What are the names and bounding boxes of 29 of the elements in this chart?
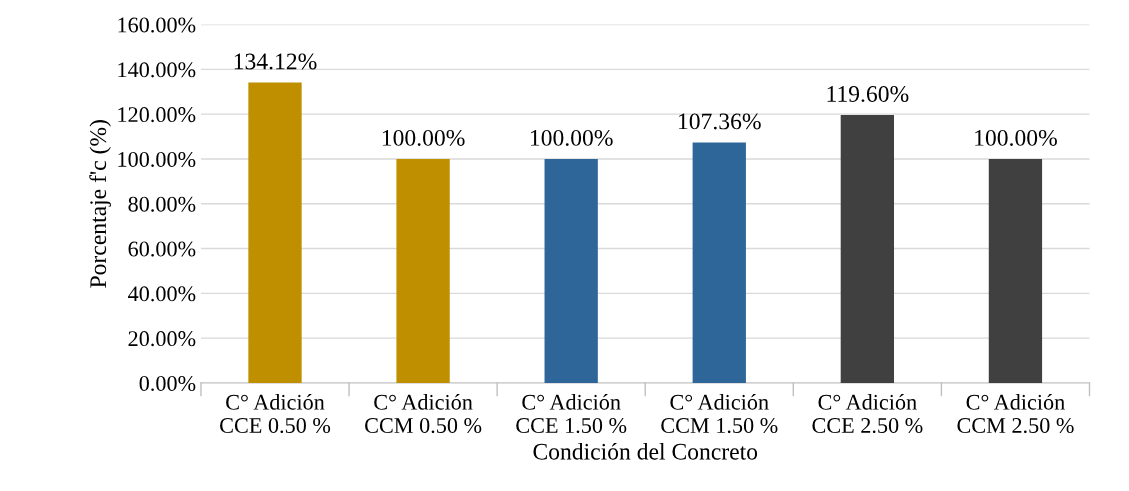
bar xyxy=(988,158,1043,383)
y-axis-title: Porcentaje f'c (%) xyxy=(89,120,111,288)
bar xyxy=(396,158,450,383)
x-tick-label: C° Adición CCE 2.50 % xyxy=(812,394,923,434)
data-label: 119.60% xyxy=(827,85,909,103)
y-tick-label: 120.00% xyxy=(118,107,196,123)
y-tick-label: 100.00% xyxy=(118,151,196,167)
y-tick-label: 40.00% xyxy=(128,286,196,302)
y-tick-label: 60.00% xyxy=(128,241,196,257)
bar xyxy=(840,115,895,383)
x-axis-title: Condición del Concreto xyxy=(533,443,758,460)
data-label: 100.00% xyxy=(382,129,465,146)
bar xyxy=(692,142,746,383)
data-label: 100.00% xyxy=(975,129,1057,146)
x-tick-label: C° Adición CCM 1.50 % xyxy=(661,394,778,434)
data-label: 100.00% xyxy=(530,129,613,146)
x-tick-label: C° Adición CCE 1.50 % xyxy=(516,394,627,434)
y-tick-label: 140.00% xyxy=(118,62,196,78)
data-label: 107.36% xyxy=(679,113,761,130)
y-tick-label: 160.00% xyxy=(118,17,196,33)
bar xyxy=(248,82,302,383)
y-tick-label: 80.00% xyxy=(128,196,196,212)
y-tick-label: 20.00% xyxy=(128,331,196,347)
x-tick-label: C° Adición CCM 2.50 % xyxy=(957,394,1074,434)
bar xyxy=(544,158,598,383)
x-tick-label: C° Adición CCE 0.50 % xyxy=(220,394,331,434)
data-label: 134.12% xyxy=(234,53,317,70)
x-tick-label: C° Adición CCM 0.50 % xyxy=(365,394,482,434)
y-tick-label: 0.00% xyxy=(139,375,196,392)
